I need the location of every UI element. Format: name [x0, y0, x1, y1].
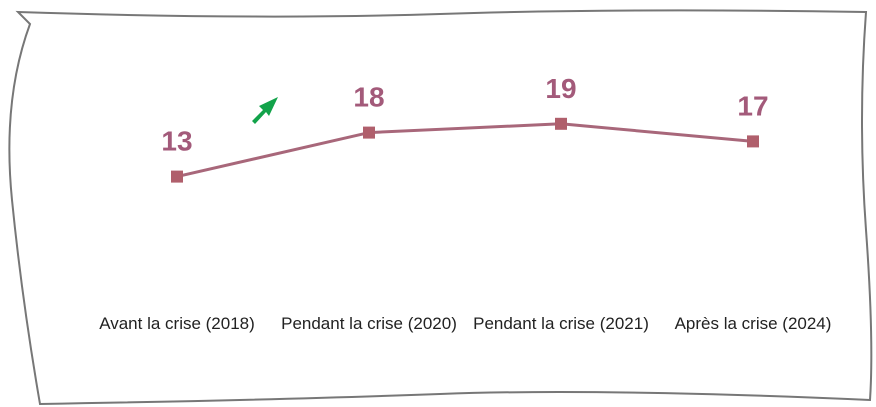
x-tick-label: Avant la crise (2018) [99, 314, 255, 333]
marker [747, 135, 759, 148]
data-label: 13 [161, 126, 192, 157]
line [176, 122, 754, 179]
x-tick-label: Pendant la crise (2021) [473, 314, 649, 333]
marker [363, 126, 375, 139]
trend-arrow [252, 97, 278, 124]
frame [8, 9, 873, 406]
marker [171, 170, 183, 183]
marker [555, 117, 567, 130]
x-tick-label: Pendant la crise (2020) [281, 314, 457, 333]
x-tick-label: Après la crise (2024) [674, 314, 832, 333]
data-label: 17 [737, 90, 768, 121]
data-label: 19 [545, 73, 576, 104]
data-label: 18 [353, 82, 384, 113]
